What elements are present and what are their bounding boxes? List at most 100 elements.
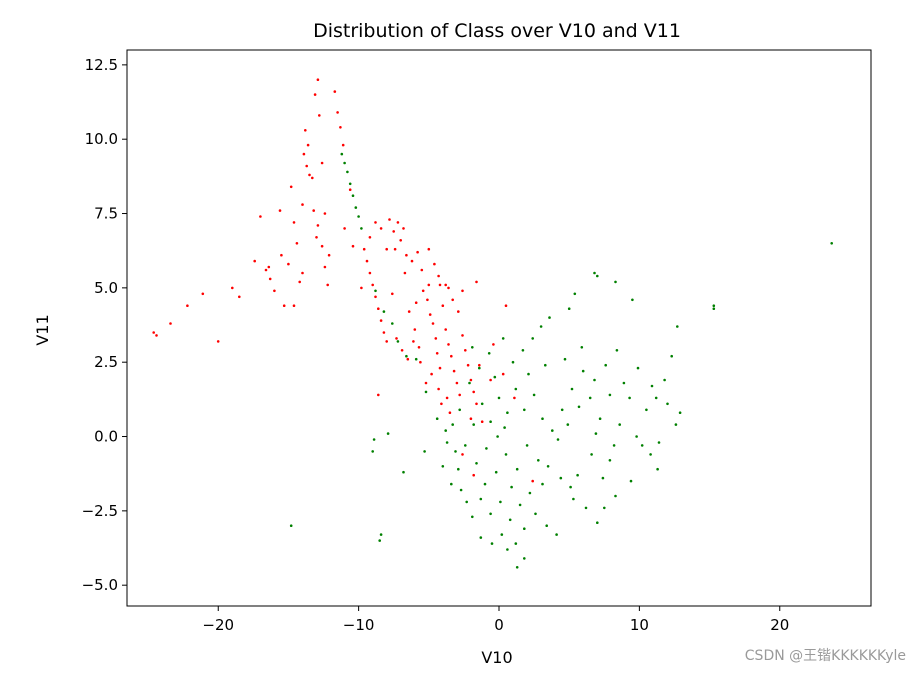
scatter-point-s0-71 <box>420 268 424 272</box>
scatter-point-s0-78 <box>461 289 464 293</box>
scatter-point-s0-122 <box>478 363 481 367</box>
scatter-point-s1-126 <box>510 485 513 489</box>
scatter-point-s0-51 <box>365 259 369 263</box>
scatter-point-s0-101 <box>469 378 473 382</box>
scatter-point-s0-88 <box>434 337 438 340</box>
scatter-point-s1-61 <box>559 476 563 480</box>
scatter-point-s0-25 <box>316 78 320 81</box>
scatter-point-s1-125 <box>493 375 497 379</box>
scatter-point-s1-58 <box>596 521 599 524</box>
scatter-point-s1-11 <box>396 340 400 343</box>
scatter-point-s0-34 <box>343 227 346 230</box>
scatter-point-s0-32 <box>339 126 342 129</box>
scatter-point-s0-11 <box>267 265 271 269</box>
scatter-point-s1-137 <box>666 402 669 406</box>
scatter-point-s1-75 <box>569 485 572 489</box>
scatter-point-s1-115 <box>489 512 492 516</box>
scatter-point-s0-0 <box>152 331 155 334</box>
scatter-point-s0-23 <box>311 176 314 180</box>
scatter-point-s0-27 <box>320 161 324 165</box>
scatter-point-s1-128 <box>563 357 567 361</box>
scatter-point-s1-8 <box>374 289 377 293</box>
scatter-point-s1-13 <box>414 357 418 361</box>
scatter-point-s0-98 <box>461 334 464 337</box>
scatter-point-s1-42 <box>521 349 525 352</box>
scatter-point-s1-113 <box>608 393 612 397</box>
scatter-point-s1-102 <box>494 470 498 474</box>
scatter-point-s0-29 <box>327 253 331 257</box>
scatter-point-s0-15 <box>287 262 290 266</box>
scatter-point-s0-48 <box>280 253 283 257</box>
scatter-point-s0-104 <box>395 337 398 340</box>
scatter-point-s1-134 <box>601 476 605 480</box>
y-axis: −5.0 −2.5 0.0 2.5 5.0 7.5 10.0 12.5 <box>82 56 127 594</box>
scatter-point-s1-93 <box>514 387 518 391</box>
scatter-point-s0-28 <box>323 212 327 215</box>
scatter-point-s0-133 <box>360 286 363 290</box>
scatter-point-s0-37 <box>302 152 306 156</box>
scatter-point-s1-88 <box>560 408 564 412</box>
y-axis-label: V11 <box>33 314 52 345</box>
scatter-point-s0-87 <box>431 322 435 325</box>
scatter-point-s1-55 <box>629 479 633 483</box>
scatter-point-s0-38 <box>305 164 309 168</box>
scatter-point-s0-94 <box>450 354 453 358</box>
scatter-point-s1-132 <box>594 432 598 435</box>
scatter-point-s0-19 <box>298 280 302 284</box>
scatter-point-s0-103 <box>475 402 478 406</box>
scatter-point-s1-79 <box>618 423 621 426</box>
scatter-point-s1-50 <box>674 423 678 426</box>
scatter-point-s1-31 <box>712 307 716 311</box>
scatter-point-s0-126 <box>427 283 431 287</box>
y-tick-label: 10.0 <box>85 130 118 148</box>
scatter-point-s0-82 <box>413 328 417 331</box>
scatter-point-s1-101 <box>485 447 488 450</box>
scatter-point-s0-30 <box>333 90 337 93</box>
scatter-point-s0-75 <box>444 283 448 287</box>
scatter-point-s1-84 <box>604 363 607 367</box>
scatter-point-s0-116 <box>469 417 473 421</box>
scatter-point-s0-14 <box>282 304 286 308</box>
scatter-point-s0-130 <box>403 271 407 275</box>
scatter-point-s1-87 <box>570 387 574 391</box>
scatter-point-s0-20 <box>301 203 304 206</box>
scatter-point-s1-64 <box>523 527 526 530</box>
scatter-point-s1-25 <box>372 438 376 441</box>
scatter-point-s0-95 <box>452 369 456 373</box>
scatter-point-s0-119 <box>501 372 505 376</box>
scatter-point-s1-23 <box>402 470 405 474</box>
y-tick-label: 0.0 <box>94 428 118 446</box>
scatter-point-s1-97 <box>480 402 484 406</box>
scatter-point-s0-108 <box>419 360 422 364</box>
scatter-point-s1-12 <box>405 354 408 358</box>
scatter-point-s0-5 <box>216 340 220 343</box>
scatter-point-s0-128 <box>447 286 450 290</box>
scatter-point-s0-50 <box>362 247 366 251</box>
scatter-point-s0-39 <box>308 173 311 177</box>
scatter-point-s1-48 <box>645 408 648 412</box>
scatter-point-s1-53 <box>656 467 659 471</box>
x-axis: −20 −10 0 10 20 <box>202 606 789 634</box>
scatter-point-s0-81 <box>407 310 411 313</box>
scatter-point-s0-91 <box>441 304 445 308</box>
y-tick-label: −5.0 <box>82 576 118 594</box>
scatter-point-s0-31 <box>336 111 339 114</box>
scatter-point-s0-118 <box>489 378 492 382</box>
scatter-point-s0-73 <box>433 262 436 266</box>
scatter-point-s1-111 <box>588 396 592 400</box>
scatter-point-s0-53 <box>371 283 375 287</box>
scatter-point-s0-1 <box>155 334 158 337</box>
scatter-point-s0-44 <box>323 265 327 269</box>
scatter-point-s1-83 <box>615 349 619 352</box>
scatter-point-s1-47 <box>654 396 658 400</box>
scatter-point-s0-83 <box>417 346 421 349</box>
scatter-point-s1-6 <box>357 215 360 218</box>
scatter-point-s1-66 <box>523 557 526 560</box>
scatter-point-s0-121 <box>492 343 495 346</box>
scatter-point-s0-100 <box>466 363 470 367</box>
scatter-point-s0-80 <box>504 304 508 308</box>
scatter-point-s1-80 <box>628 396 631 400</box>
scatter-point-s0-18 <box>295 242 299 245</box>
scatter-point-s1-141 <box>500 533 504 536</box>
scatter-point-s1-72 <box>465 500 469 504</box>
